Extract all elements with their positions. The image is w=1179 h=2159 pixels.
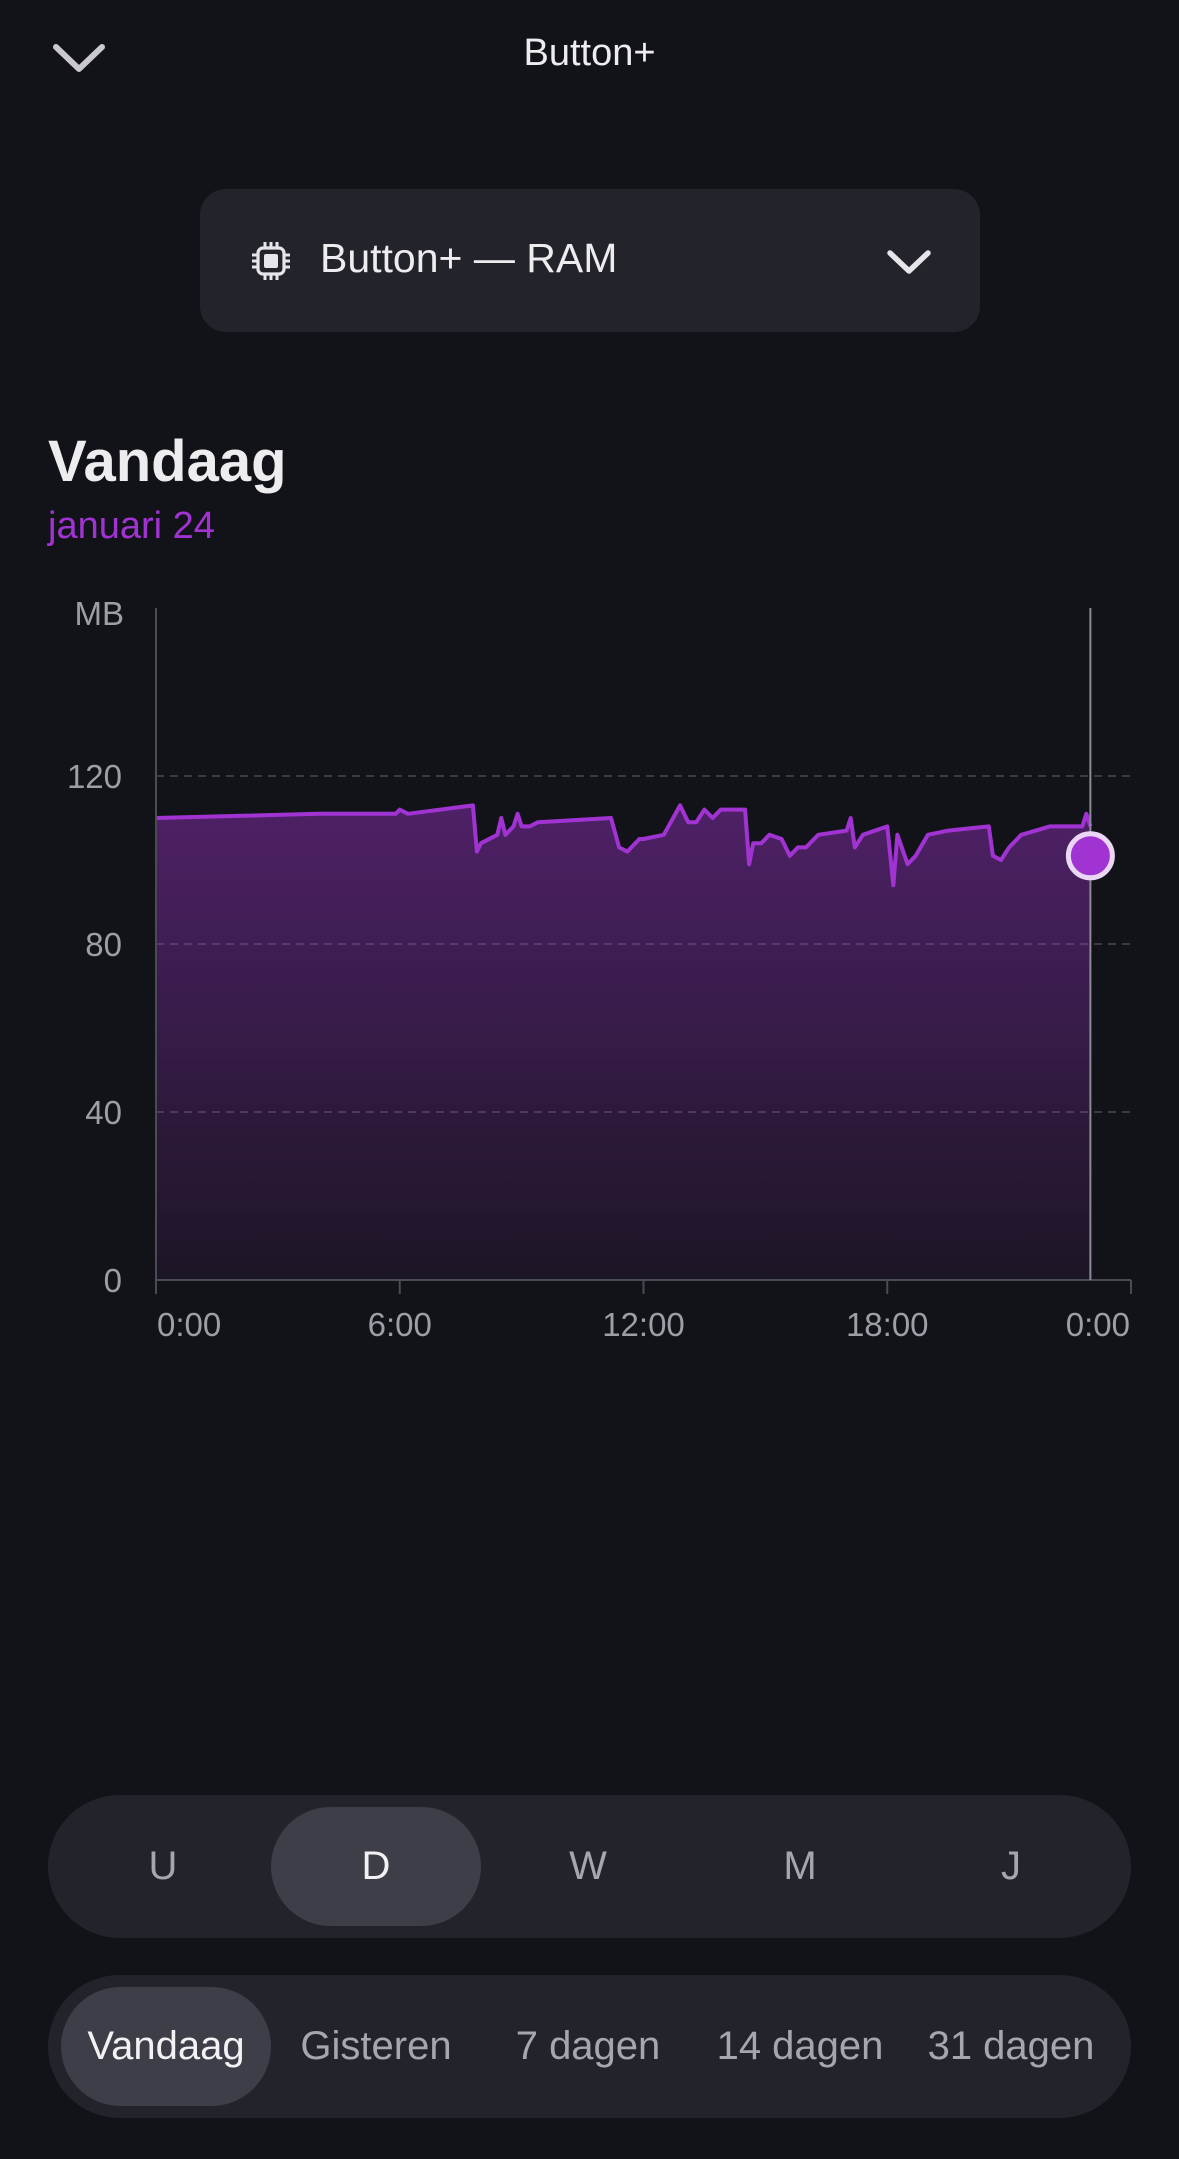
- unit-option-w[interactable]: W: [569, 1844, 607, 1888]
- range-option-7-dagen[interactable]: 7 dagen: [515, 2024, 661, 2068]
- chart-area: [156, 805, 1091, 1280]
- unit-option-m[interactable]: M: [783, 1844, 817, 1888]
- period-title: Vandaag: [48, 429, 287, 494]
- collapse-button[interactable]: [44, 28, 114, 88]
- chevron-down-icon: [53, 44, 105, 72]
- y-tick-label: 40: [85, 1094, 122, 1131]
- unit-option-d[interactable]: D: [271, 1807, 481, 1926]
- chart-series-line: [155, 803, 1093, 888]
- chip-icon: [252, 242, 290, 280]
- unit-option-u[interactable]: U: [148, 1844, 178, 1888]
- period-date: januari 24: [48, 505, 215, 547]
- chart-cursor-point[interactable]: [1065, 831, 1115, 881]
- range-selector: Vandaag Gisteren 7 dagen 14 dagen 31 dagen: [48, 1975, 1131, 2118]
- top-bar: Button+: [0, 0, 1179, 115]
- y-axis-unit-label: MB: [75, 595, 125, 632]
- range-option-gisteren[interactable]: Gisteren: [300, 2024, 452, 2068]
- range-option-vandaag[interactable]: Vandaag: [61, 1987, 271, 2106]
- x-tick-label: 18:00: [846, 1306, 929, 1343]
- sensor-selector[interactable]: Button+ — RAM: [200, 189, 980, 332]
- x-tick-label: 0:00: [1066, 1306, 1130, 1343]
- page-title: Button+: [523, 32, 656, 74]
- y-tick-label: 120: [67, 758, 122, 795]
- range-option-31-dagen[interactable]: 31 dagen: [927, 2024, 1095, 2068]
- chevron-down-icon: [887, 250, 931, 274]
- ram-chart[interactable]: MB 0 40 80 120 0:00 6:00 12:00 18:00 0:00: [0, 590, 1179, 1370]
- chart-canvas: MB 0 40 80 120 0:00 6:00 12:00 18:00 0:00: [67, 595, 1132, 1343]
- x-tick-label: 12:00: [602, 1306, 685, 1343]
- x-tick-label: 0:00: [157, 1306, 221, 1343]
- unit-option-j[interactable]: J: [1001, 1844, 1021, 1888]
- range-option-14-dagen[interactable]: 14 dagen: [716, 2024, 884, 2068]
- y-tick-label: 0: [104, 1262, 122, 1299]
- y-tick-label: 80: [85, 926, 122, 963]
- sensor-selector-label: Button+ — RAM: [320, 235, 618, 281]
- x-tick-label: 6:00: [368, 1306, 432, 1343]
